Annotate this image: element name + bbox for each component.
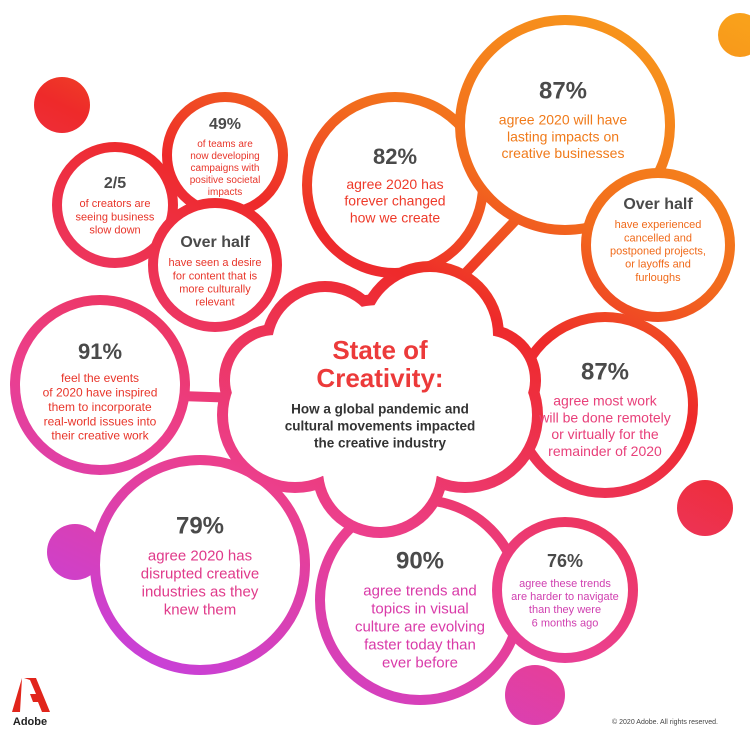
stat-text: or virtually for the <box>551 426 659 442</box>
subtitle: How a global pandemic and <box>291 402 469 417</box>
cloud-inner <box>323 413 437 527</box>
center-cloud <box>217 261 543 538</box>
stat-text: agree trends and <box>363 582 476 599</box>
stat-text: positive societal <box>190 175 261 186</box>
stat-text: postponed projects, <box>610 246 706 258</box>
ring <box>581 168 735 322</box>
stat-text: their creative work <box>51 429 149 443</box>
stat-text: relevant <box>195 297 234 309</box>
stat-value: 49% <box>209 116 241 133</box>
subtitle: the creative industry <box>314 436 447 451</box>
ring <box>455 15 675 235</box>
stat-text: for content that is <box>173 270 258 282</box>
stat-text: of 2020 have inspired <box>43 385 158 399</box>
stat-text: lasting impacts on <box>507 128 619 144</box>
stat-text: real-world issues into <box>44 414 157 428</box>
stat-text: industries as they <box>142 583 259 600</box>
stat-text: agree 2020 has <box>148 547 252 564</box>
cloud-inner <box>230 335 320 425</box>
stat-text: more culturally <box>179 284 251 296</box>
ring <box>90 455 310 675</box>
stat-text: agree these trends <box>519 578 611 590</box>
ring <box>148 198 282 332</box>
stat-text: forever changed <box>344 193 445 209</box>
stat-text: feel the events <box>61 371 139 385</box>
stat-value: 87% <box>539 77 587 104</box>
stat-text: faster today than <box>364 636 476 653</box>
title: Creativity: <box>316 363 443 393</box>
cloud-inner <box>440 335 530 425</box>
title: State of <box>332 335 428 365</box>
stat-value: 2/5 <box>104 175 126 192</box>
stat-text: campaigns with <box>191 163 260 174</box>
stat-value: 87% <box>581 358 629 385</box>
stat-text: remainder of 2020 <box>548 443 662 459</box>
stat-text: of teams are <box>197 139 253 150</box>
stat-text: furloughs <box>635 272 681 284</box>
stat-text: have experienced <box>615 219 702 231</box>
stat-text: seeing business <box>76 211 155 223</box>
stat-text: or layoffs and <box>625 259 691 271</box>
stat-value: 82% <box>373 144 417 169</box>
rings <box>10 15 735 705</box>
stat-text: impacts <box>208 187 242 198</box>
stat-text: topics in visual <box>371 600 469 617</box>
stat-value: Over half <box>180 234 250 251</box>
stat-text: ever before <box>382 654 458 671</box>
decor-dots <box>34 13 750 725</box>
stat-text: than they were <box>529 604 601 616</box>
ring <box>52 142 178 268</box>
stat-text: are harder to navigate <box>511 591 619 603</box>
stat-value: 90% <box>396 547 444 574</box>
subtitle: cultural movements impacted <box>285 419 476 434</box>
stat-value: Over half <box>623 196 693 213</box>
stat-text: now developing <box>190 151 260 162</box>
stat-text: creative businesses <box>502 145 625 161</box>
stat-text: slow down <box>89 225 140 237</box>
stat-text: agree 2020 has <box>346 176 443 192</box>
stat-text: disrupted creative <box>141 565 259 582</box>
stat-text: cancelled and <box>624 232 692 244</box>
footer: © 2020 Adobe. All rights reserved. <box>612 718 718 726</box>
stat-text: of creators are <box>80 198 151 210</box>
stat-text: agree most work <box>553 393 657 409</box>
stat-text: how we create <box>350 209 440 225</box>
stat-text: will be done remotely <box>538 409 671 425</box>
brand: Adobe <box>13 716 47 728</box>
stat-text: 6 months ago <box>532 617 599 629</box>
stat-value: 79% <box>176 512 224 539</box>
stat-text: culture are evolving <box>355 618 485 635</box>
ring <box>10 295 190 475</box>
adobe-logo <box>12 678 50 712</box>
stat-text: knew them <box>164 601 237 618</box>
stat-value: 91% <box>78 339 122 364</box>
stat-text: agree 2020 will have <box>499 112 628 128</box>
stat-text: them to incorporate <box>48 400 152 414</box>
stat-value: 76% <box>547 551 583 571</box>
ring <box>492 517 638 663</box>
stat-text: have seen a desire <box>169 257 262 269</box>
